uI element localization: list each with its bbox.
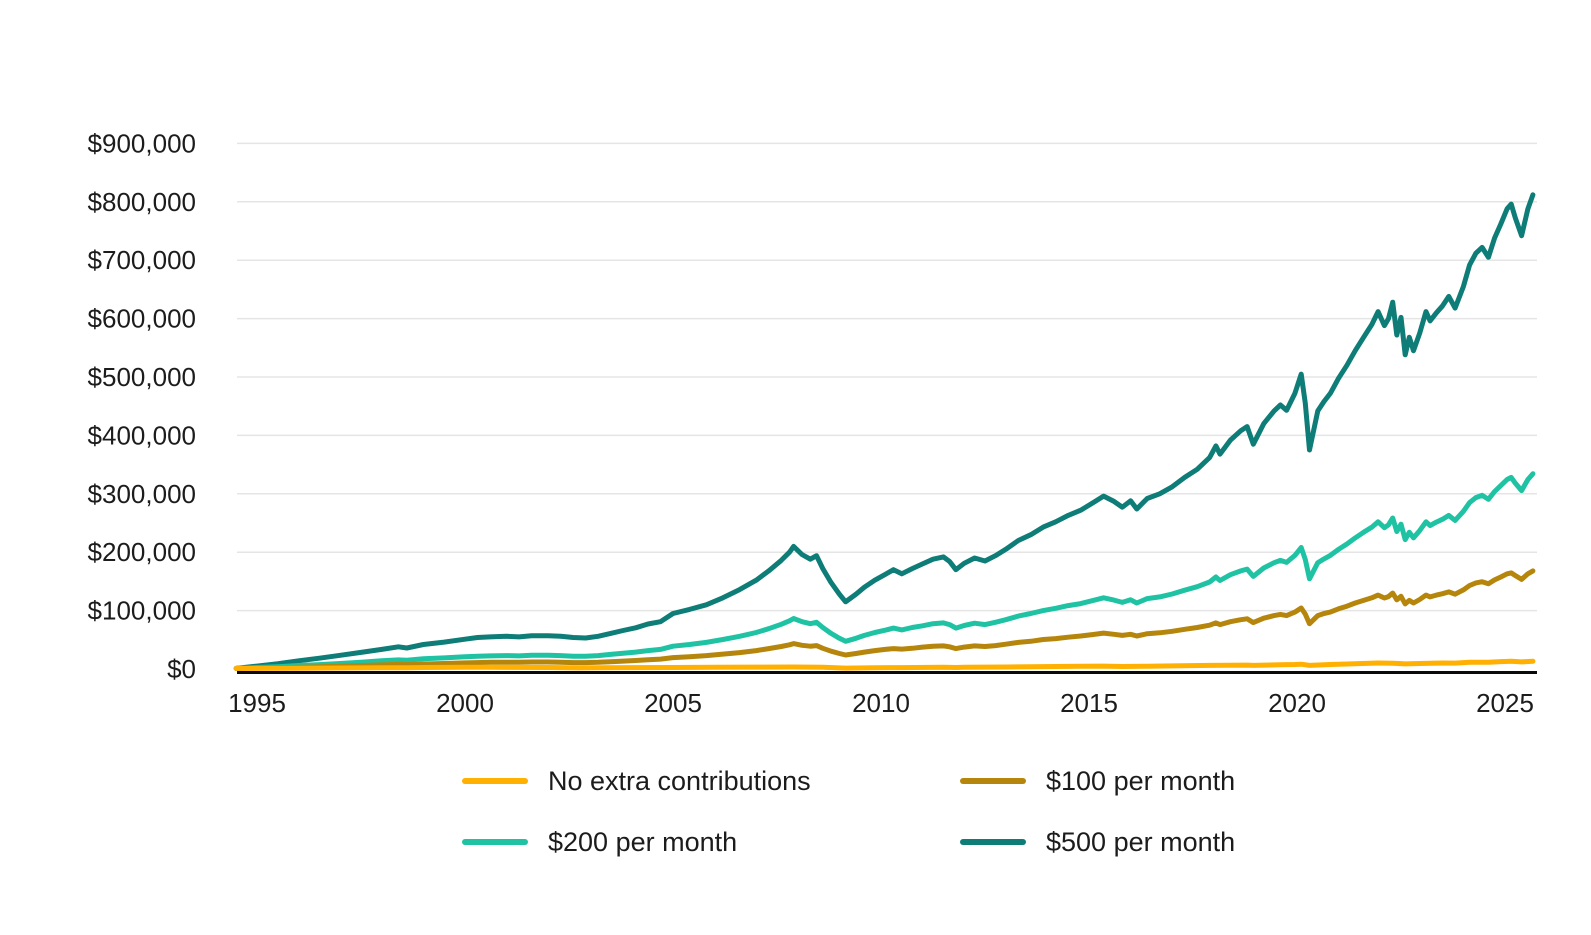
x-tick-2000: 2000 — [436, 688, 494, 718]
line-no-extra-contributions — [233, 658, 1536, 671]
y-tick-300000: $300,000 — [88, 479, 196, 509]
legend-item-100-per-month: $100 per month — [960, 764, 1235, 798]
y-tick-0: $0 — [167, 654, 196, 684]
y-tick-600000: $600,000 — [88, 304, 196, 334]
legend-label-100-per-month: $100 per month — [1046, 765, 1236, 796]
line-100-per-month — [233, 568, 1536, 671]
legend-swatch-100-per-month — [960, 778, 1026, 784]
legend-swatch-no-extra-contributions — [462, 778, 528, 784]
x-tick-2025: 2025 — [1476, 688, 1534, 718]
series-lines — [233, 192, 1536, 671]
legend-label-200-per-month: $200 per month — [548, 826, 738, 857]
y-tick-800000: $800,000 — [88, 187, 196, 217]
y-axis-tick-labels: $0 $100,000 $200,000 $300,000 $400,000 $500,0… — [88, 128, 196, 684]
legend-item-500-per-month: $500 per month — [960, 825, 1235, 859]
line-200-per-month — [233, 471, 1536, 671]
x-tick-2020: 2020 — [1268, 688, 1326, 718]
legend-swatch-500-per-month — [960, 839, 1026, 845]
x-tick-2005: 2005 — [644, 688, 702, 718]
gridlines — [237, 142, 1537, 612]
y-tick-900000: $900,000 — [88, 128, 196, 158]
legend-swatch-200-per-month — [462, 839, 528, 845]
legend-label-500-per-month: $500 per month — [1046, 826, 1236, 857]
legend-item-no-extra-contributions: No extra contributions — [462, 764, 811, 798]
legend-label-no-extra-contributions: No extra contributions — [548, 765, 811, 796]
y-tick-700000: $700,000 — [88, 245, 196, 275]
line-500-per-month — [233, 192, 1536, 671]
x-tick-1995: 1995 — [228, 688, 286, 718]
x-axis-tick-labels: 1995 2000 2005 2010 2015 2020 2025 — [228, 688, 1534, 718]
x-tick-2015: 2015 — [1060, 688, 1118, 718]
y-tick-100000: $100,000 — [88, 596, 196, 626]
legend-item-200-per-month: $200 per month — [462, 825, 737, 859]
y-tick-400000: $400,000 — [88, 420, 196, 450]
y-tick-500000: $500,000 — [88, 362, 196, 392]
x-tick-2010: 2010 — [852, 688, 910, 718]
y-tick-200000: $200,000 — [88, 537, 196, 567]
